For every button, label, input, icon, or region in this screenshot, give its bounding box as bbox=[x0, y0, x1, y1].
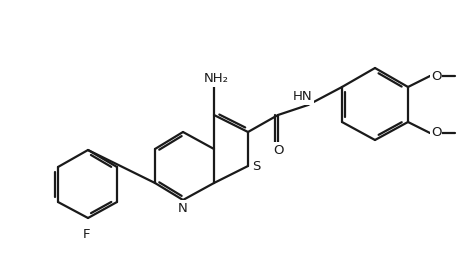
Text: O: O bbox=[431, 126, 441, 140]
Text: F: F bbox=[82, 228, 90, 242]
Text: O: O bbox=[431, 70, 441, 82]
Text: HN: HN bbox=[293, 91, 313, 104]
Text: O: O bbox=[273, 144, 283, 156]
Text: N: N bbox=[178, 202, 188, 215]
Text: S: S bbox=[252, 159, 260, 172]
Text: NH₂: NH₂ bbox=[203, 73, 228, 85]
